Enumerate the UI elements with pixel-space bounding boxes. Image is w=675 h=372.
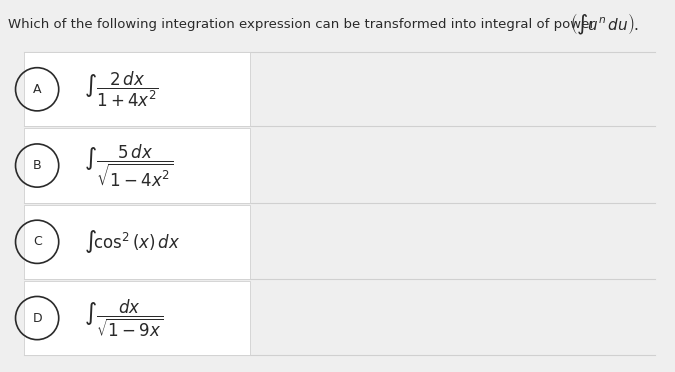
Text: C: C (33, 235, 41, 248)
FancyBboxPatch shape (24, 52, 250, 126)
FancyBboxPatch shape (24, 205, 250, 279)
Text: A: A (33, 83, 41, 96)
Text: $\int\dfrac{dx}{\sqrt{1-9x}}$: $\int\dfrac{dx}{\sqrt{1-9x}}$ (84, 298, 164, 339)
Text: B: B (33, 159, 41, 172)
FancyBboxPatch shape (24, 281, 250, 355)
Text: Which of the following integration expression can be transformed into integral o: Which of the following integration expre… (8, 18, 599, 31)
Text: $\int\dfrac{2\,dx}{1+4x^{2}}$: $\int\dfrac{2\,dx}{1+4x^{2}}$ (84, 70, 159, 109)
Text: $\left(\int u^n\,du\right).$: $\left(\int u^n\,du\right).$ (570, 12, 639, 37)
FancyBboxPatch shape (24, 128, 250, 203)
Text: D: D (32, 312, 42, 324)
Text: $\int\!\cos^{2}(x)\,dx$: $\int\!\cos^{2}(x)\,dx$ (84, 228, 181, 255)
Text: $\int\dfrac{5\,dx}{\sqrt{1-4x^{2}}}$: $\int\dfrac{5\,dx}{\sqrt{1-4x^{2}}}$ (84, 142, 174, 189)
